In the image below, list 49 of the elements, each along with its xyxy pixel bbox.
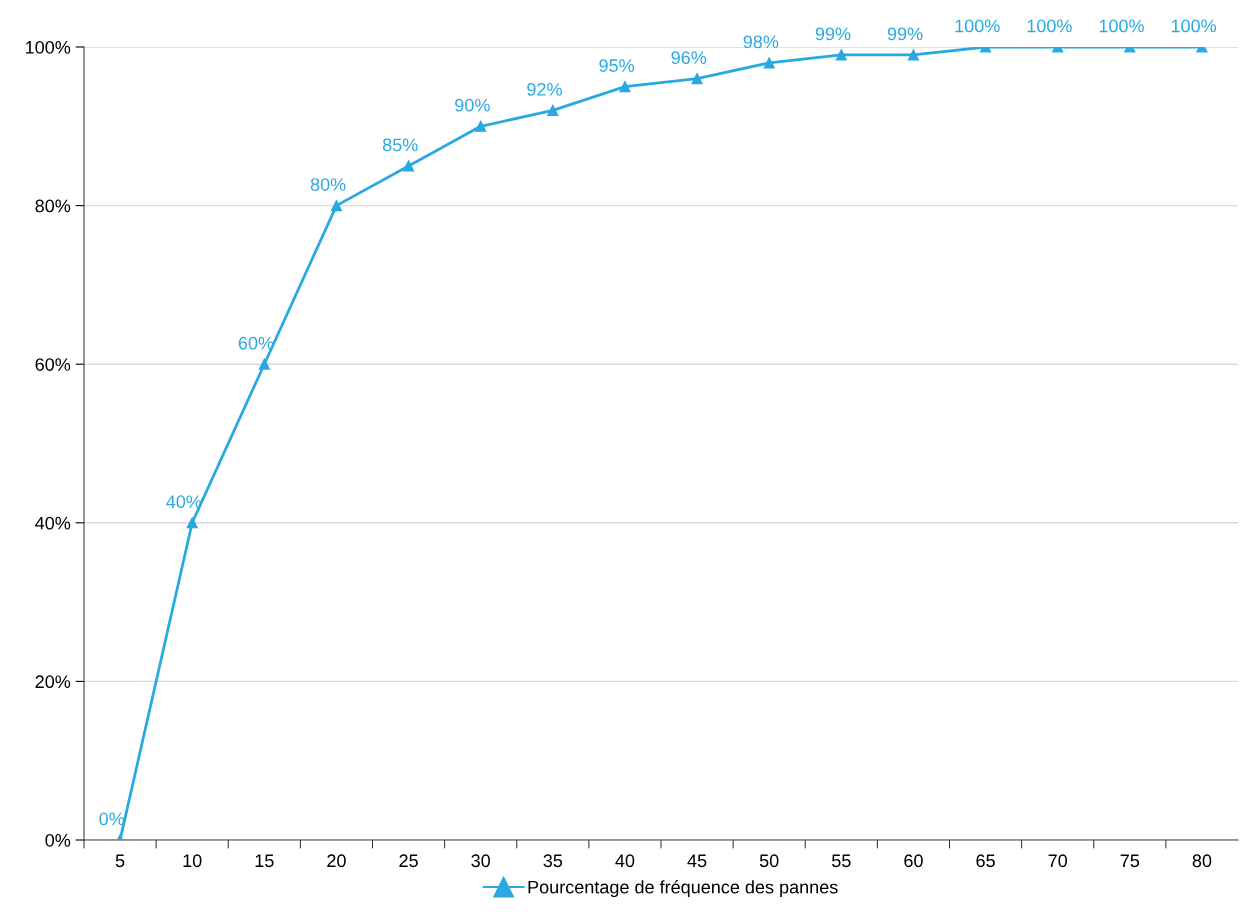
data-label: 0% — [99, 812, 125, 826]
x-tick-label: 65 — [976, 854, 995, 868]
data-label: 95% — [599, 59, 635, 72]
data-label: 100% — [1099, 19, 1144, 33]
data-label: 92% — [527, 82, 562, 96]
x-tick-label: 15 — [255, 854, 274, 868]
legend-label: Pourcentage de fréquence des pannes — [528, 880, 838, 898]
x-tick-label: 25 — [399, 854, 418, 868]
data-label: 85% — [382, 138, 418, 152]
point — [547, 104, 559, 116]
x-tick-label: 35 — [543, 854, 563, 868]
x-tick-label: 55 — [831, 854, 851, 868]
y-tick-label: 0% — [45, 833, 71, 847]
point — [835, 49, 847, 61]
data-label: 100% — [1171, 19, 1217, 33]
data-label: 96% — [671, 51, 707, 65]
x-tick-label: 5 — [115, 854, 125, 868]
point — [907, 49, 919, 61]
x-tick-label: 50 — [759, 854, 779, 868]
x-tick-label: 60 — [904, 854, 923, 868]
x-tick-label: 80 — [1192, 854, 1212, 868]
data-label: 60% — [238, 336, 274, 350]
point — [186, 517, 198, 529]
y-tick-label: 80% — [35, 199, 71, 213]
data-label: 90% — [455, 98, 490, 112]
data-label: 98% — [743, 35, 779, 49]
y-tick-label: 100% — [26, 40, 71, 54]
x-tick-label: 70 — [1048, 854, 1068, 868]
y-tick-label: 40% — [35, 516, 71, 530]
point — [475, 120, 487, 132]
point — [258, 358, 270, 370]
point — [691, 73, 703, 85]
x-tick-label: 10 — [183, 854, 202, 868]
data-label: 99% — [887, 27, 923, 41]
data-label: 100% — [1027, 19, 1072, 33]
x-tick-label: 20 — [327, 854, 346, 868]
data-label: 80% — [310, 178, 346, 191]
x-tick-label: 30 — [471, 854, 491, 868]
y-tick-label: 60% — [35, 358, 71, 371]
x-tick-label: 45 — [687, 854, 707, 868]
point — [403, 160, 415, 172]
y-tick-label: 20% — [35, 675, 71, 689]
point — [763, 57, 775, 69]
data-label: 100% — [955, 19, 1000, 33]
x-tick-label: 40 — [615, 854, 635, 868]
data-label: 99% — [815, 27, 851, 41]
point — [330, 200, 342, 212]
point — [619, 81, 631, 93]
x-tick-label: 75 — [1120, 854, 1140, 868]
